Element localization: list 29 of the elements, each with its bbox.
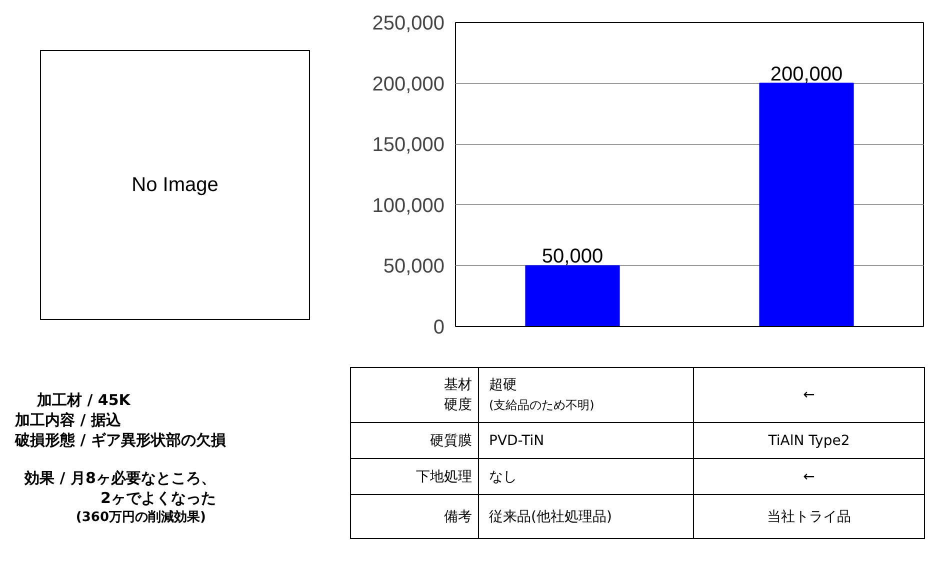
text: PVD-TiN bbox=[478, 422, 694, 458]
text: 当社トライ品 bbox=[694, 494, 924, 538]
text: 下地処理 bbox=[350, 458, 478, 494]
text: 効果 / 月8ヶ必要なところ、 bbox=[23, 468, 217, 488]
text: No Image bbox=[40, 50, 310, 320]
text: 加工内容 / 据込 bbox=[14, 410, 122, 430]
text: 加工材 / 45K bbox=[36, 390, 132, 410]
text: (支給品のため不明) bbox=[489, 398, 594, 412]
text: 基材 bbox=[444, 377, 472, 393]
y-tick-label: 250,000 bbox=[372, 12, 444, 34]
text: 破損形態 / ギア異形状部の欠損 bbox=[14, 430, 226, 450]
text: ← bbox=[694, 458, 924, 494]
text: 2ヶでよくなった bbox=[100, 488, 217, 508]
text: 備考 bbox=[350, 494, 478, 538]
text: 従来品(他社処理品) bbox=[478, 494, 694, 538]
text: ← bbox=[694, 368, 924, 422]
y-tick-label: 200,000 bbox=[372, 73, 444, 96]
data-label: 50,000 bbox=[542, 246, 604, 268]
y-tick-label: 0 bbox=[433, 316, 444, 338]
data-label: 200,000 bbox=[770, 63, 843, 86]
y-tick-label: 50,000 bbox=[383, 256, 444, 278]
text: (360万円の削減効果) bbox=[74, 509, 207, 527]
text: 硬質膜 bbox=[350, 422, 478, 458]
text: なし bbox=[478, 458, 694, 494]
y-tick-label: 100,000 bbox=[372, 194, 444, 217]
y-tick-label: 150,000 bbox=[372, 134, 444, 156]
text: 超硬 bbox=[489, 377, 517, 393]
text: TiAlN Type2 bbox=[694, 422, 924, 458]
text: 硬度 bbox=[444, 397, 472, 413]
